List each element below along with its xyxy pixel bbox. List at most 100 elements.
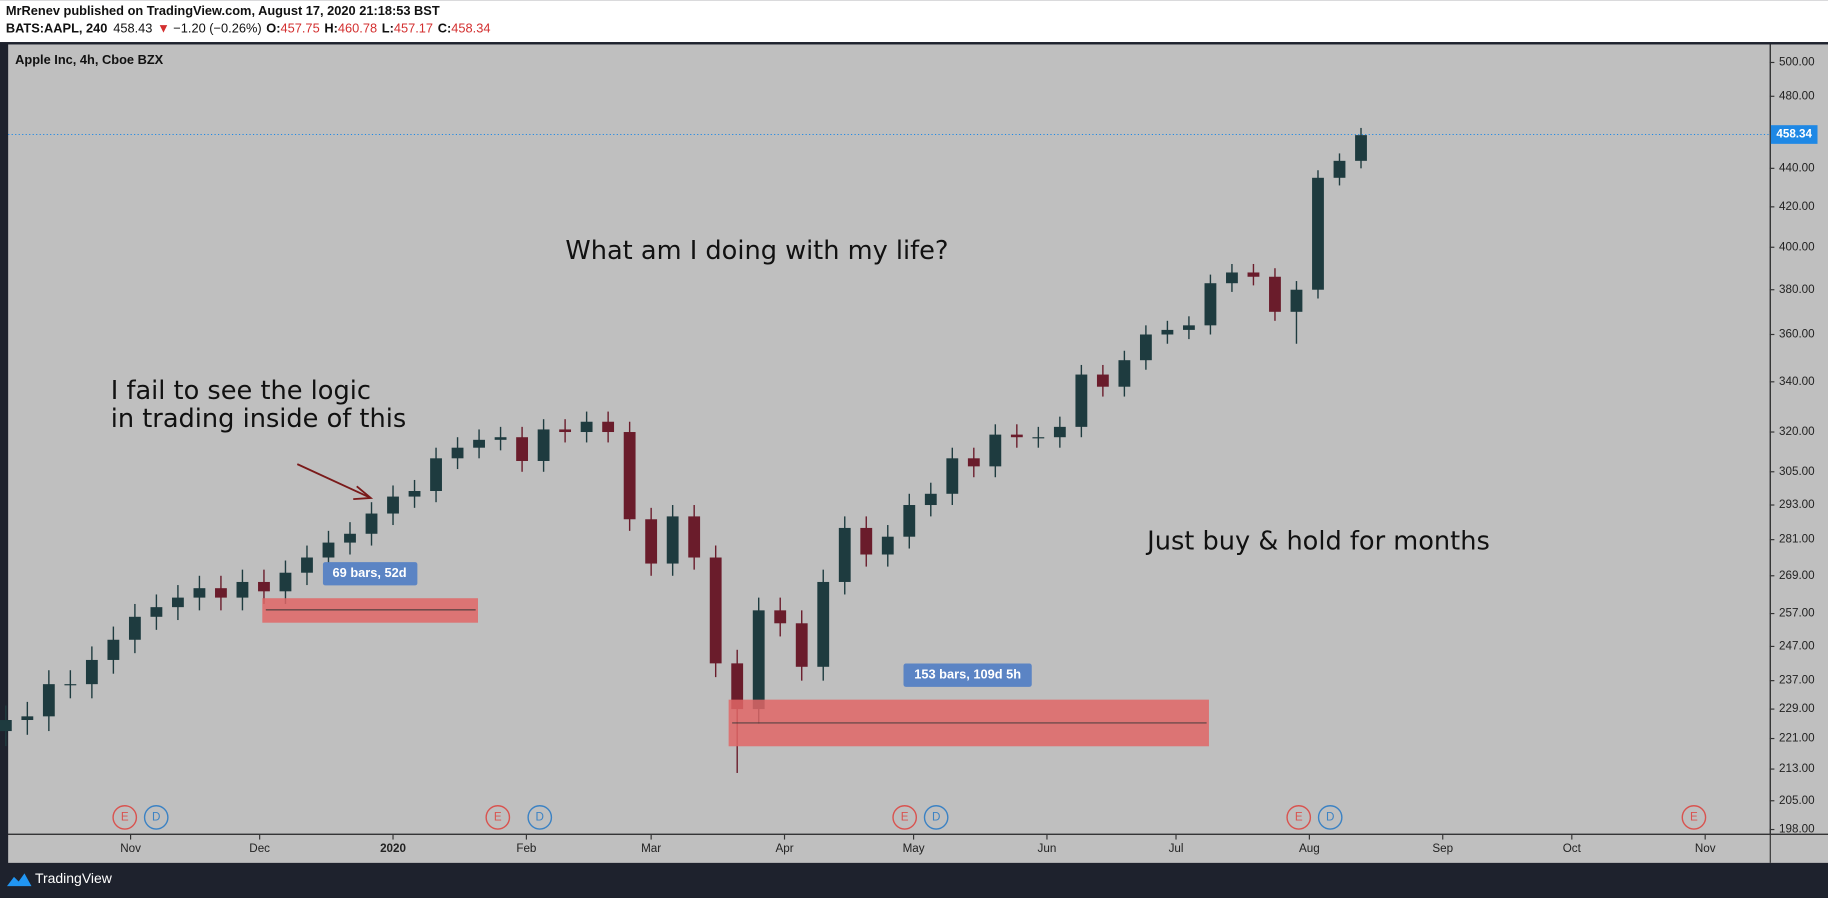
x-tick-label: 2020 bbox=[380, 842, 406, 855]
footer-brand: TradingView bbox=[35, 870, 113, 886]
range-label: 153 bars, 109d 5h bbox=[914, 667, 1021, 682]
event-marker[interactable] bbox=[923, 805, 949, 830]
y-tick-label: 420.00 bbox=[1779, 200, 1815, 213]
x-tick-label: Nov bbox=[1695, 842, 1716, 855]
candle-body bbox=[171, 597, 184, 608]
candle-body bbox=[623, 432, 636, 520]
candle-body bbox=[258, 581, 270, 592]
event-marker[interactable] bbox=[1317, 805, 1343, 830]
y-tick-label: 257.00 bbox=[1779, 607, 1815, 620]
y-tick-label: 360.00 bbox=[1779, 328, 1815, 341]
y-tick-label: 305.00 bbox=[1779, 465, 1815, 478]
x-tick-label: Oct bbox=[1563, 842, 1582, 855]
x-tick-label: Sep bbox=[1432, 842, 1453, 855]
candle-body bbox=[838, 527, 851, 582]
ohlc-value: 457.75 bbox=[281, 21, 320, 36]
event-label: E bbox=[901, 810, 909, 823]
event-marker[interactable] bbox=[1681, 805, 1707, 830]
annotation: I fail to see the logic bbox=[111, 376, 371, 406]
candle-body bbox=[64, 684, 77, 686]
event-marker[interactable] bbox=[112, 805, 138, 830]
candle-body bbox=[752, 610, 765, 710]
x-tick-label: Apr bbox=[775, 842, 793, 855]
y-tick-label: 320.00 bbox=[1779, 425, 1815, 438]
range-label-bg bbox=[903, 663, 1032, 687]
y-tick-label: 400.00 bbox=[1779, 240, 1815, 253]
y-tick-label: 198.00 bbox=[1779, 823, 1815, 836]
symbol-line: BATS:AAPL, 240 458.43 ▼ −1.20 (−0.26%) O:457… bbox=[6, 21, 491, 36]
chart-title: Apple Inc, 4h, Cboe BZX bbox=[15, 52, 164, 67]
ohlc-value: 457.17 bbox=[394, 21, 433, 36]
x-axis-area bbox=[8, 834, 1828, 863]
last: 458.43 bbox=[113, 21, 152, 36]
change-arrow: ▼ bbox=[157, 21, 170, 36]
last-price-bg bbox=[1770, 125, 1818, 144]
event-marker[interactable] bbox=[485, 805, 511, 830]
candle-body bbox=[1312, 177, 1324, 290]
range-box bbox=[262, 598, 478, 623]
candle-body bbox=[1096, 374, 1109, 387]
annotation: What am I doing with my life? bbox=[565, 236, 948, 266]
candle-body bbox=[193, 588, 206, 598]
event-label: D bbox=[1326, 810, 1334, 823]
candle-body bbox=[989, 434, 1002, 467]
event-label: E bbox=[1690, 810, 1698, 823]
candle-body bbox=[666, 516, 679, 564]
header-bg bbox=[0, 0, 1828, 43]
event-marker[interactable] bbox=[892, 805, 918, 830]
ohlc-value: 458.34 bbox=[451, 21, 490, 36]
candle-body bbox=[1290, 289, 1303, 312]
candle-body bbox=[1183, 325, 1195, 330]
annotation-arrow-head bbox=[353, 485, 374, 501]
candle-body bbox=[946, 458, 959, 494]
logo bbox=[6, 873, 32, 887]
event-marker[interactable] bbox=[143, 805, 169, 830]
y-tick-label: 281.00 bbox=[1779, 533, 1815, 546]
y-tick-label: 269.00 bbox=[1779, 569, 1815, 582]
candle-body bbox=[387, 496, 399, 514]
candle-body bbox=[1053, 426, 1066, 438]
candle-body bbox=[903, 505, 916, 537]
y-tick-label: 380.00 bbox=[1779, 283, 1815, 296]
event-label: D bbox=[932, 810, 940, 823]
symbol: BATS:AAPL, 240 bbox=[6, 21, 108, 36]
y-axis-area bbox=[1770, 44, 1828, 834]
ohlc-label: H: bbox=[324, 21, 338, 36]
x-tick-label: Dec bbox=[249, 842, 270, 855]
candle-body bbox=[817, 581, 830, 667]
author-line: MrRenev published on TradingView.com, Au… bbox=[6, 3, 440, 18]
y-tick-label: 500.00 bbox=[1779, 56, 1815, 69]
candle-body bbox=[301, 557, 313, 573]
ohlc-label: L: bbox=[382, 21, 394, 36]
y-tick-label: 293.00 bbox=[1779, 498, 1815, 511]
y-tick-label: 213.00 bbox=[1779, 762, 1815, 775]
candle-body bbox=[408, 491, 421, 497]
plot bbox=[0, 127, 1367, 773]
range-label-bg bbox=[322, 562, 418, 586]
x-tick-label: Aug bbox=[1299, 842, 1320, 855]
annotation-arrow bbox=[296, 463, 372, 499]
event-marker[interactable] bbox=[527, 805, 553, 830]
x-tick-label: May bbox=[903, 842, 925, 855]
candle-body bbox=[322, 542, 335, 558]
candle-body bbox=[236, 581, 249, 598]
y-tick-label: 440.00 bbox=[1779, 161, 1815, 174]
y-tick-label: 221.00 bbox=[1779, 732, 1815, 745]
y-tick-label: 237.00 bbox=[1779, 674, 1815, 687]
ohlc-label: C: bbox=[438, 21, 452, 36]
last-price-label: 458.34 bbox=[1776, 128, 1812, 141]
event-marker[interactable] bbox=[1286, 805, 1312, 830]
candle-body bbox=[602, 421, 615, 433]
event-label: E bbox=[121, 810, 129, 823]
candle-body bbox=[150, 607, 163, 617]
candle-body bbox=[1247, 272, 1260, 277]
candle-body bbox=[0, 720, 12, 732]
candle-body bbox=[709, 557, 722, 664]
x-tick-label: Jun bbox=[1038, 842, 1057, 855]
candle-body bbox=[85, 659, 98, 685]
candle-body bbox=[365, 513, 378, 534]
ohlc-label: O: bbox=[266, 21, 280, 36]
candle-body bbox=[1226, 272, 1238, 284]
